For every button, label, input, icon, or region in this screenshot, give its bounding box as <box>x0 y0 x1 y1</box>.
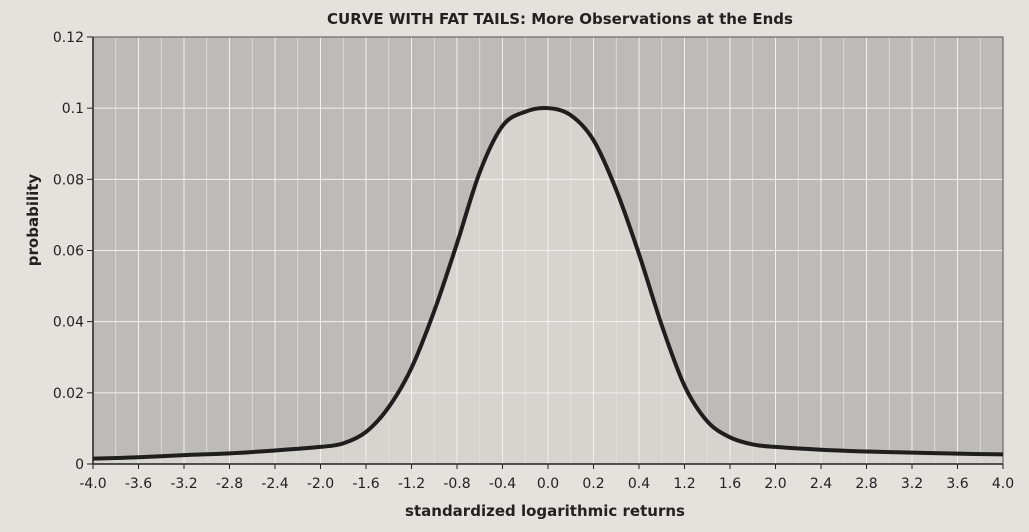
x-tick-label: 0.0 <box>537 476 559 492</box>
x-tick-label: 2.0 <box>764 476 786 492</box>
y-tick-label: 0.04 <box>53 315 84 331</box>
x-tick-label: 0.2 <box>582 476 604 492</box>
y-tick-label: 0 <box>75 457 84 473</box>
x-tick-label: -0.4 <box>489 476 516 492</box>
x-tick-label: -3.2 <box>170 476 197 492</box>
x-tick-label: -2.0 <box>307 476 334 492</box>
x-tick-label: 2.4 <box>810 476 832 492</box>
grid <box>93 37 1003 465</box>
chart-title: CURVE WITH FAT TAILS: More Observations … <box>327 10 793 28</box>
y-tick-label: 0.1 <box>62 101 84 117</box>
series-lines <box>92 106 1004 461</box>
x-tick-label: -2.8 <box>216 476 243 492</box>
ticks: -4.0 -3.6 -3.2 -2.8 -2.4 -2.0 -1.6 -1.2 -0.8 -0.4… <box>53 30 1014 492</box>
x-tick-label: 3.6 <box>946 476 968 492</box>
y-tick-label: 0.08 <box>53 172 84 188</box>
y-tick-label: 0.12 <box>53 30 84 46</box>
x-tick-label: 1.2 <box>673 476 695 492</box>
series-line <box>92 106 1004 461</box>
y-tick-label: 0.02 <box>53 386 84 402</box>
x-tick-label: 1.6 <box>719 476 741 492</box>
x-tick-label: 3.2 <box>901 476 923 492</box>
x-tick-label: -2.4 <box>261 476 288 492</box>
x-tick-label: -1.2 <box>398 476 425 492</box>
x-tick-label: -3.6 <box>125 476 152 492</box>
y-tick-label: 0.06 <box>53 244 84 260</box>
x-tick-label: -0.8 <box>443 476 470 492</box>
x-tick-label: -1.6 <box>352 476 379 492</box>
x-tick-label: -4.0 <box>79 476 106 492</box>
x-axis-label: standardized logarithmic returns <box>405 502 685 520</box>
x-tick-label: 2.8 <box>855 476 877 492</box>
x-tick-label: 4.0 <box>992 476 1014 492</box>
x-tick-label: 0.4 <box>628 476 650 492</box>
